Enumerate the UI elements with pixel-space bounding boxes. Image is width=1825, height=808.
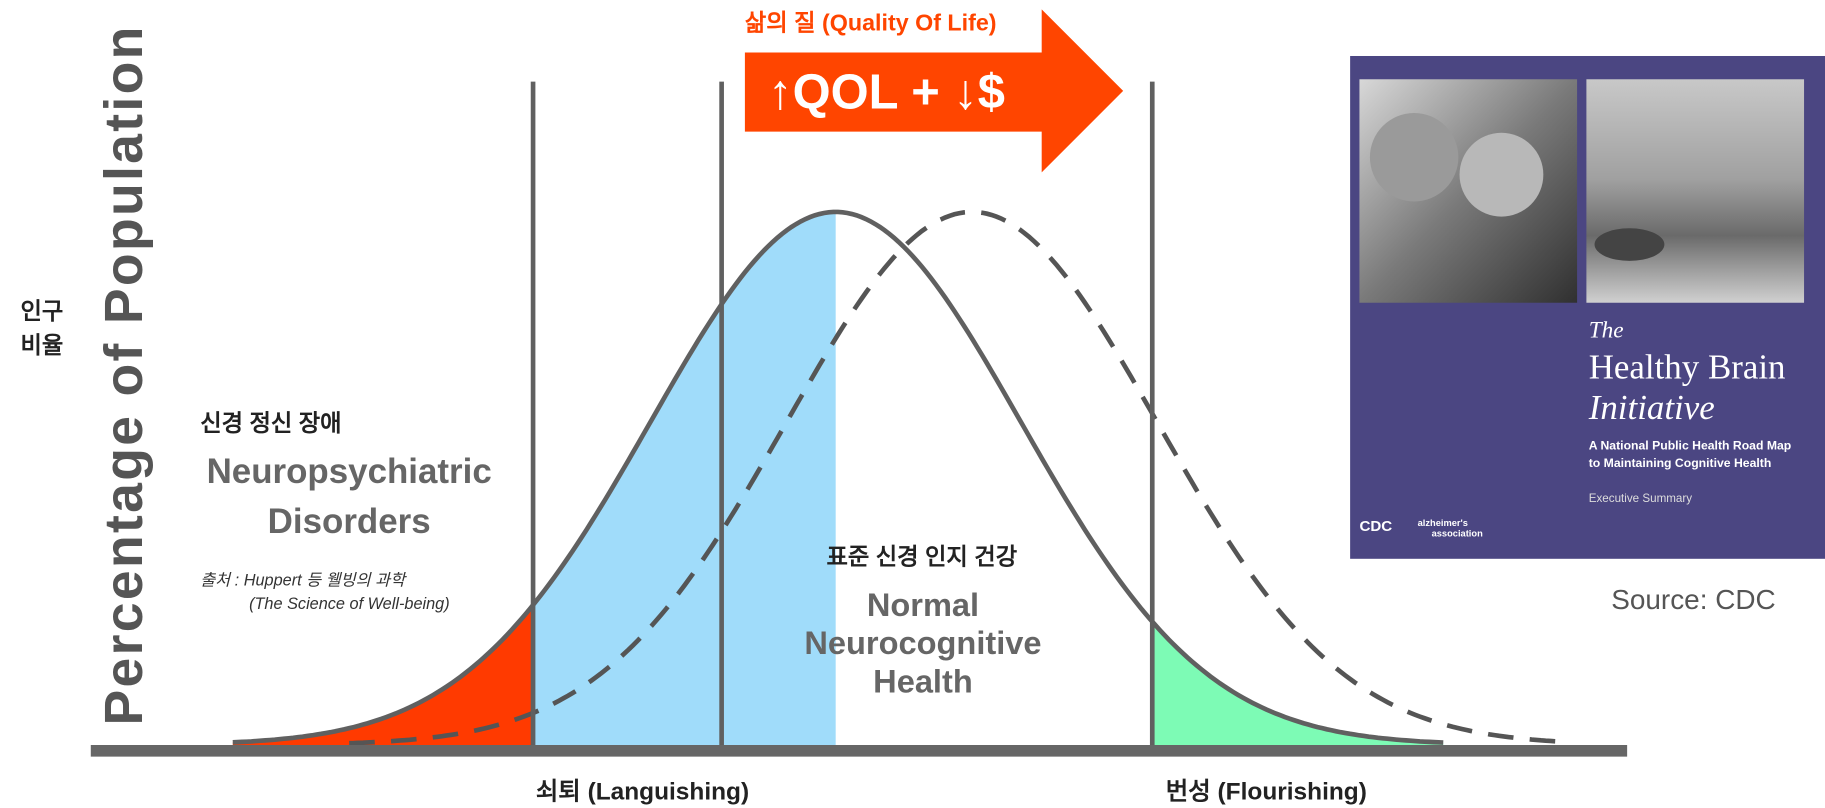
cover-title: Healthy Brain bbox=[1589, 347, 1786, 386]
cover-photo bbox=[1586, 79, 1804, 302]
region-label: Neuropsychiatric bbox=[207, 452, 492, 491]
cover-title: The bbox=[1589, 318, 1624, 344]
region-label: Normal bbox=[867, 587, 979, 623]
region-label: Health bbox=[873, 664, 973, 700]
cover-subtitle: A National Public Health Road Map bbox=[1589, 438, 1792, 452]
cover-subtitle: to Maintaining Cognitive Health bbox=[1589, 456, 1772, 470]
cover-logo: CDC bbox=[1359, 518, 1392, 535]
cover-logo: association bbox=[1432, 529, 1483, 539]
y-axis-label: Percentage of Population bbox=[95, 24, 154, 725]
arrow-title: 삶의 질 (Quality Of Life) bbox=[745, 9, 997, 35]
photo-detail bbox=[1595, 228, 1665, 261]
book-cover: The Healthy Brain Initiative A National … bbox=[1350, 56, 1825, 559]
source: Source: CDC bbox=[1611, 584, 1775, 615]
photo-detail bbox=[1460, 133, 1544, 217]
region-label: Disorders bbox=[268, 502, 431, 541]
diagram: 삶의 질 (Quality Of Life) ↑QOL + ↓$ Percent… bbox=[0, 0, 1825, 808]
region-label-ko: 표준 신경 인지 건강 bbox=[826, 544, 1017, 570]
citation: 출처 : Huppert 등 웰빙의 과학 bbox=[200, 572, 407, 590]
photo-detail bbox=[1370, 113, 1458, 201]
x-label: 번성 (Flourishing) bbox=[1166, 778, 1367, 806]
cover-note: Executive Summary bbox=[1589, 492, 1693, 505]
region-label-ko: 신경 정신 장애 bbox=[200, 410, 341, 436]
y-axis-label-ko: 비율 bbox=[20, 332, 63, 358]
cover-logo: alzheimer's bbox=[1418, 518, 1468, 528]
page: {"header": {"title": "삶의 질 (Quality Of L… bbox=[0, 0, 1825, 808]
cover-title: Initiative bbox=[1588, 388, 1715, 427]
citation: (The Science of Well-being) bbox=[249, 595, 450, 613]
arrow-label: ↑QOL + ↓$ bbox=[768, 65, 1005, 119]
y-axis-label-ko: 인구 bbox=[20, 298, 63, 324]
x-label: 쇠퇴 (Languishing) bbox=[536, 778, 749, 806]
region-label: Neurocognitive bbox=[804, 625, 1041, 661]
